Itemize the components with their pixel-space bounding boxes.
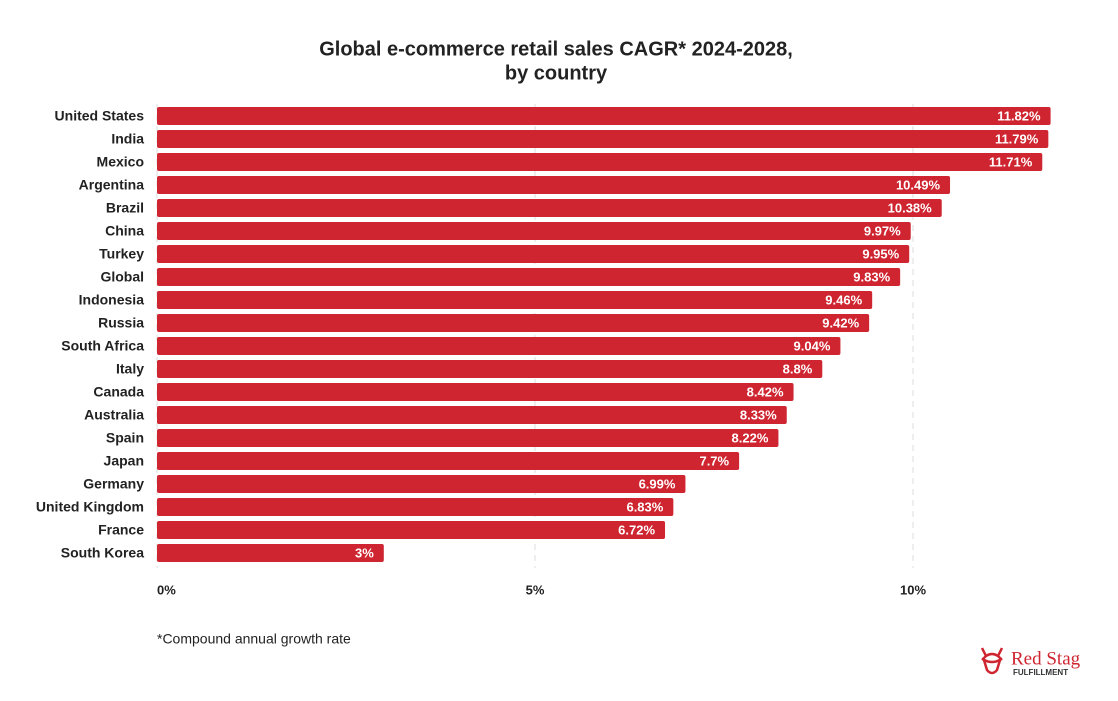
bar (157, 245, 910, 263)
bar (157, 199, 942, 217)
logo: Red Stag FULFILLMENT (980, 647, 1081, 677)
bar (157, 222, 911, 240)
value-label: 10.49% (896, 177, 941, 192)
bar (157, 360, 823, 378)
value-label: 11.71% (989, 154, 1033, 169)
y-tick-label: South Africa (61, 338, 144, 354)
logo-tagline: FULFILLMENT (1013, 668, 1068, 677)
y-tick-label: Indonesia (79, 292, 145, 308)
y-tick-label: Russia (98, 315, 144, 331)
value-label: 11.82% (997, 108, 1041, 123)
value-label: 11.79% (995, 131, 1039, 146)
y-tick-label: France (98, 522, 144, 538)
value-label: 3% (355, 545, 374, 560)
bar (157, 107, 1051, 125)
value-label: 9.04% (794, 338, 831, 353)
bar (157, 475, 686, 493)
bar (157, 130, 1049, 148)
y-tick-label: India (111, 131, 144, 147)
bar (157, 429, 779, 447)
value-label: 6.72% (618, 522, 655, 537)
y-tick-label: Italy (116, 361, 144, 377)
value-label: 6.83% (626, 499, 663, 514)
bar (157, 176, 951, 194)
y-tick-label: United Kingdom (36, 499, 144, 515)
chart-title: by country (505, 62, 608, 84)
value-label: 6.99% (639, 476, 676, 491)
bar (157, 498, 674, 516)
footnote: *Compound annual growth rate (157, 631, 351, 647)
value-label: 10.38% (888, 200, 933, 215)
y-tick-label: United States (55, 108, 145, 124)
bar (157, 337, 841, 355)
y-tick-label: Spain (106, 430, 144, 446)
value-label: 7.7% (699, 453, 729, 468)
y-tick-label: Germany (83, 476, 144, 492)
bar (157, 383, 794, 401)
value-label: 9.83% (853, 269, 890, 284)
y-tick-label: South Korea (61, 545, 144, 561)
bar (157, 406, 787, 424)
y-tick-label: Turkey (99, 246, 144, 262)
value-label: 9.95% (862, 246, 899, 261)
y-tick-label: Global (100, 269, 144, 285)
bar (157, 544, 384, 562)
value-label: 9.42% (822, 315, 859, 330)
value-label: 8.8% (783, 361, 813, 376)
x-tick-label: 10% (900, 582, 926, 597)
y-tick-label: Mexico (97, 154, 144, 170)
bar (157, 291, 873, 309)
y-tick-label: Argentina (79, 177, 145, 193)
value-label: 9.46% (825, 292, 862, 307)
bar (157, 153, 1043, 171)
y-tick-label: Australia (84, 407, 144, 423)
value-label: 9.97% (864, 223, 901, 238)
value-label: 8.42% (747, 384, 784, 399)
bar (157, 314, 870, 332)
value-label: 8.22% (732, 430, 769, 445)
x-tick-label: 5% (526, 582, 545, 597)
logo-icon (980, 647, 1004, 675)
y-tick-label: Japan (104, 453, 144, 469)
bar (157, 268, 901, 286)
logo-name: Red Stag (1011, 648, 1081, 669)
y-tick-label: Brazil (106, 200, 144, 216)
y-tick-label: China (105, 223, 144, 239)
x-tick-label: 0% (157, 582, 176, 597)
y-tick-label: Canada (93, 384, 144, 400)
bar (157, 452, 740, 470)
value-label: 8.33% (740, 407, 777, 422)
bar (157, 521, 666, 539)
chart-title: Global e-commerce retail sales CAGR* 202… (319, 38, 793, 60)
